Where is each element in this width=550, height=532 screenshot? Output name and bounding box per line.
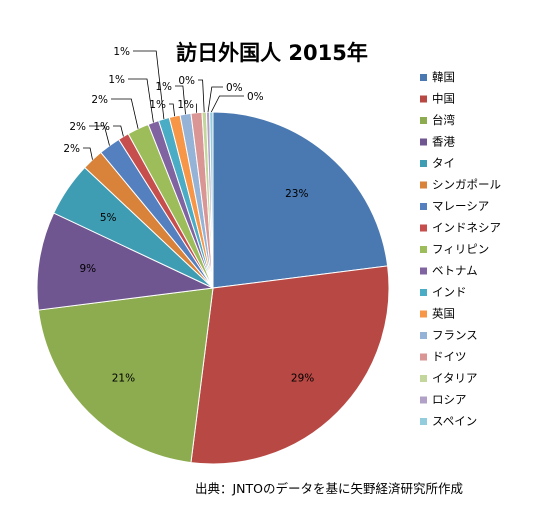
data-label-16: 0% <box>226 82 243 94</box>
legend-swatch-1 <box>420 74 427 81</box>
legend-label-6: シンガポール <box>432 178 501 192</box>
legend-label-2: 中国 <box>432 92 455 106</box>
leader-line-7 <box>89 125 110 146</box>
leader-line-15 <box>198 79 205 113</box>
data-label-7: 2% <box>69 121 86 133</box>
legend-swatch-4 <box>420 138 427 146</box>
data-label-11: 1% <box>113 46 130 58</box>
legend-swatch-9 <box>420 246 427 253</box>
legend-label-10: ベトナム <box>432 264 478 278</box>
leader-line-10 <box>128 78 154 123</box>
pie-slices <box>36 111 390 465</box>
data-label-17: 0% <box>247 91 264 103</box>
legend: 韓国中国台湾香港タイシンガポールマレーシアインドネシアフィリピンベトナムインド英… <box>420 70 501 428</box>
legend-label-17: スペイン <box>432 414 477 428</box>
leader-line-17 <box>210 95 244 113</box>
slice-2 <box>190 265 390 465</box>
slice-1 <box>212 111 389 289</box>
leader-line-12 <box>169 103 175 117</box>
legend-label-16: ロシア <box>432 393 467 407</box>
legend-swatch-10 <box>420 267 427 275</box>
leader-line-16 <box>207 86 223 113</box>
legend-swatch-16 <box>420 396 427 404</box>
data-label-1: 23% <box>285 188 308 200</box>
data-label-12: 1% <box>149 99 166 111</box>
data-label-15: 0% <box>178 75 195 87</box>
legend-label-9: フィリピン <box>432 242 489 256</box>
legend-swatch-8 <box>420 224 427 232</box>
data-label-4: 9% <box>79 263 96 275</box>
data-label-14: 1% <box>177 99 194 111</box>
legend-label-12: 英国 <box>432 307 455 321</box>
leader-line-8 <box>113 125 124 137</box>
legend-label-7: マレーシア <box>432 199 489 213</box>
legend-swatch-11 <box>420 289 427 296</box>
legend-label-4: 香港 <box>432 135 455 149</box>
leader-line-6 <box>83 147 93 160</box>
legend-label-13: フランス <box>432 328 478 342</box>
legend-swatch-5 <box>420 160 427 167</box>
data-label-5: 5% <box>100 212 117 224</box>
legend-swatch-15 <box>420 375 427 382</box>
legend-swatch-2 <box>420 95 427 103</box>
slice-4 <box>36 212 215 311</box>
legend-label-14: ドイツ <box>432 350 467 364</box>
leader-line-9 <box>111 98 139 129</box>
data-label-2: 29% <box>291 373 314 385</box>
data-labels: 23%29%21%9%5%2%2% 1%2%1%1%1%1%1%0%0%0% <box>63 46 314 385</box>
leader-line-14 <box>196 103 197 113</box>
legend-swatch-6 <box>420 181 427 189</box>
data-label-9: 2% <box>91 94 108 106</box>
legend-swatch-14 <box>420 353 427 361</box>
legend-label-3: 台湾 <box>432 113 455 127</box>
legend-label-11: インド <box>432 285 467 299</box>
data-label-13: 1% <box>155 81 172 93</box>
leader-line-11 <box>133 50 165 120</box>
data-label-10: 1% <box>108 74 125 86</box>
legend-label-5: タイ <box>432 156 455 170</box>
source-note: 出典：JNTOのデータを基に矢野経済研究所作成 <box>195 481 463 496</box>
chart-title: 訪日外国人 2015年 <box>176 41 368 65</box>
legend-swatch-17 <box>420 418 427 425</box>
leader-lines <box>83 50 244 160</box>
legend-swatch-3 <box>420 117 427 124</box>
leader-line-13 <box>175 85 186 115</box>
legend-label-1: 韓国 <box>432 70 455 84</box>
legend-swatch-12 <box>420 310 427 318</box>
legend-swatch-7 <box>420 203 427 210</box>
slice-3 <box>37 287 214 464</box>
legend-label-8: インドネシア <box>432 221 501 235</box>
legend-swatch-13 <box>420 332 427 339</box>
data-label-8: 1% <box>93 121 110 133</box>
data-label-6: 2% <box>63 143 80 155</box>
legend-label-15: イタリア <box>432 371 478 385</box>
data-label-3: 21% <box>112 373 135 385</box>
